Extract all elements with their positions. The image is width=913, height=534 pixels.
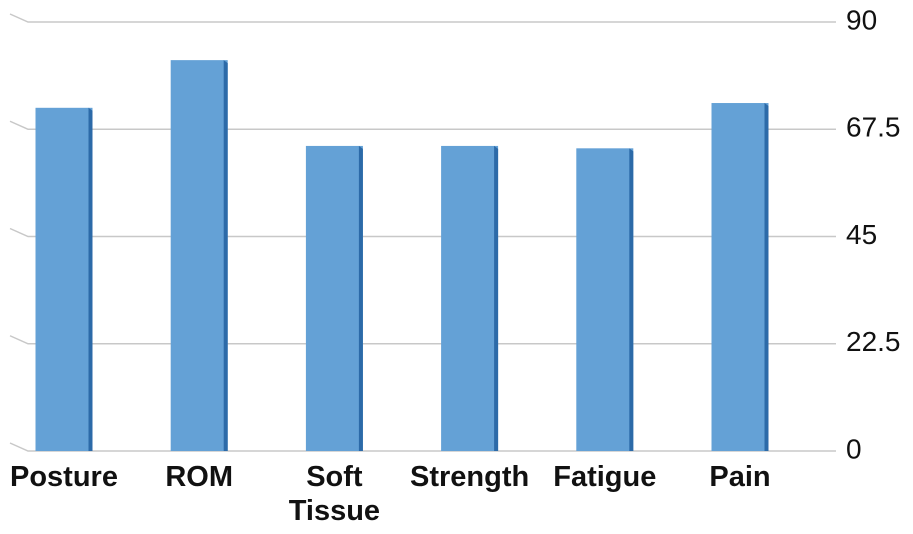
y-tick-label: 90 xyxy=(846,4,877,35)
bar xyxy=(305,145,363,451)
grid-line xyxy=(9,442,836,452)
y-tick-label: 45 xyxy=(846,219,877,250)
bar xyxy=(441,145,499,451)
bar xyxy=(35,107,93,452)
x-tick-label: Posture xyxy=(10,461,118,493)
grid-line xyxy=(9,335,836,345)
y-tick-label: 0 xyxy=(846,433,862,464)
y-tick-label: 22.5 xyxy=(846,326,901,357)
bar xyxy=(711,103,769,452)
x-tick-label: Fatigue xyxy=(553,461,657,493)
bar xyxy=(576,148,634,452)
grid-line xyxy=(9,227,836,238)
x-tick-label: Soft Tissue xyxy=(288,461,381,527)
bar-side xyxy=(88,107,93,452)
x-tick-label: Strength xyxy=(409,461,530,493)
bar-side xyxy=(223,60,228,452)
bar-side xyxy=(494,145,499,451)
x-tick-label: ROM xyxy=(165,461,234,493)
bar-side xyxy=(764,103,769,452)
bar xyxy=(170,60,228,452)
x-tick-label: Pain xyxy=(709,461,771,493)
bar-side xyxy=(629,148,634,452)
bar-side xyxy=(358,145,363,451)
grid-line xyxy=(9,120,836,130)
grid-line xyxy=(9,13,836,23)
y-tick-label: 67.5 xyxy=(846,112,901,143)
